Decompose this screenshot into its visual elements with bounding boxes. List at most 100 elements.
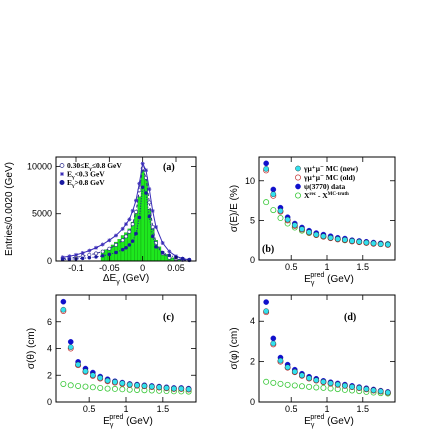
- legend-entry: Xrec - XMC-truth: [304, 191, 349, 200]
- legend-marker: [59, 163, 65, 168]
- y-axis-label: σ(φ) (cm): [229, 327, 240, 369]
- series-point: [144, 168, 148, 173]
- histogram-bar: [117, 239, 122, 262]
- legend-marker: [59, 180, 65, 185]
- series-point: [80, 250, 85, 255]
- mc-new-point: [104, 377, 111, 384]
- panel-tag: (a): [163, 162, 175, 173]
- mc-new-point: [385, 241, 391, 248]
- y-axis-label: σ(E)/E (%): [229, 185, 240, 232]
- mc-new-point: [377, 241, 384, 247]
- label-part: γ: [110, 422, 114, 429]
- label-part: E: [103, 416, 110, 427]
- series-point: [147, 187, 152, 192]
- y-tick-label: 4: [47, 344, 52, 354]
- mc-new-point: [334, 236, 341, 242]
- mc-new-point: [313, 377, 320, 383]
- y-tick-label: 0: [47, 256, 52, 266]
- mc-new-point: [263, 308, 269, 314]
- mc-new-point: [299, 372, 305, 379]
- series-point: [87, 248, 92, 253]
- label-part: E: [67, 178, 72, 187]
- legend-entry: γμ⁺μ⁻ MC (new): [303, 164, 359, 173]
- label-part: E: [67, 170, 72, 179]
- truth-point: [277, 215, 284, 222]
- panel-d: 0.5 1 1.5 0 2 4 σ(φ) (cm) Eγpred (GeV) (d): [229, 294, 396, 429]
- series-point: [150, 208, 155, 213]
- x-tick-label: 1.5: [157, 404, 170, 414]
- series-point: [147, 214, 152, 219]
- data-point: [270, 186, 277, 193]
- mc-new-point: [156, 384, 162, 391]
- data-point: [67, 339, 74, 345]
- mc-new-point: [75, 361, 81, 368]
- series-point: [147, 200, 152, 205]
- mc-new-point: [148, 383, 155, 390]
- data-point: [263, 299, 269, 305]
- series-point: [154, 224, 158, 229]
- truth-point: [270, 207, 277, 214]
- mc-new-point: [356, 385, 363, 391]
- label-part: E: [304, 274, 311, 285]
- truth-point: [60, 380, 67, 387]
- label-part: E: [304, 416, 311, 427]
- mc-new-point: [141, 383, 148, 389]
- label-part: ΔE: [103, 273, 117, 284]
- legend-entry: Eγ<0.3 GeV: [67, 170, 105, 181]
- mc-new-point: [163, 385, 170, 391]
- data-point: [60, 298, 67, 305]
- label-part: >0.8 GeV: [75, 178, 106, 187]
- series-point: [124, 222, 128, 227]
- series-point: [180, 256, 185, 261]
- mc-new-point: [356, 238, 363, 245]
- series-point: [130, 208, 135, 213]
- series-point: [67, 257, 72, 262]
- mc-new-point: [295, 165, 301, 172]
- y-tick-label: 2: [47, 370, 52, 380]
- label-part: (GeV): [120, 273, 149, 284]
- truth-point: [298, 383, 305, 390]
- truth-point: [126, 386, 133, 393]
- mc-new-point: [320, 233, 327, 240]
- mc-new-point: [363, 386, 370, 392]
- y-tick-label: 5000: [32, 209, 52, 219]
- label-part: (GeV): [324, 274, 353, 285]
- label-part: (GeV): [123, 416, 152, 427]
- series-point: [160, 241, 165, 246]
- series-point: [100, 242, 105, 247]
- series-point: [137, 181, 142, 186]
- truth-point: [82, 383, 89, 390]
- series-point: [134, 198, 138, 203]
- label-part: (GeV): [324, 416, 353, 427]
- truth-point: [97, 384, 104, 391]
- truth-point: [111, 385, 118, 392]
- series-point: [94, 245, 98, 250]
- truth-point: [327, 385, 334, 392]
- mc-new-point: [112, 379, 118, 385]
- series-point: [120, 247, 125, 252]
- series-point: [134, 209, 138, 214]
- series-point: [60, 255, 65, 260]
- label-part: γ: [71, 175, 75, 181]
- mc-new-point: [349, 384, 355, 390]
- mc-new-point: [126, 381, 133, 388]
- mc-new-point: [82, 368, 89, 375]
- mc-new-point: [299, 226, 305, 232]
- legend-marker: [60, 172, 64, 176]
- series-point: [100, 253, 105, 258]
- series-point: [160, 250, 165, 255]
- label-part: ≤0.8 GeV: [92, 161, 123, 170]
- series-point: [140, 185, 145, 190]
- x-tick-label: 1.5: [357, 404, 370, 414]
- histogram-bar: [104, 249, 108, 262]
- mc-new-point: [363, 239, 370, 246]
- mc-new-point: [119, 380, 126, 387]
- label-part: pred: [310, 414, 324, 421]
- series-point: [127, 229, 132, 234]
- panel-a: -0.1 -0.05 0 0.05 0 5000 10000 Entries/0.0020 (…: [4, 156, 197, 286]
- label-part: MC-truth: [328, 192, 349, 197]
- mc-new-point: [370, 387, 377, 394]
- series-point: [130, 239, 135, 243]
- y-tick-label: 0: [250, 397, 255, 407]
